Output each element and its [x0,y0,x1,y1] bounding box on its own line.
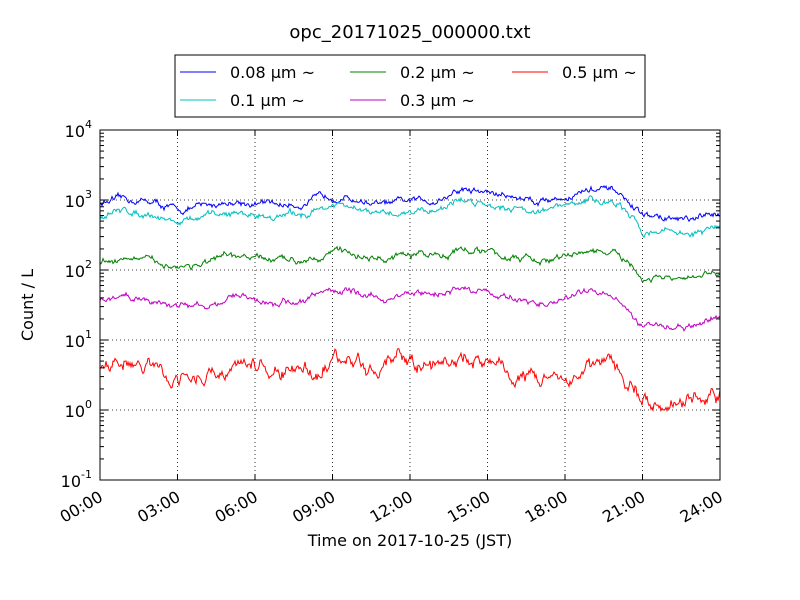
series-line [99,348,721,413]
y-axis-label: Count / L [18,269,37,341]
grid [100,130,720,480]
series-line [99,245,721,284]
y-tick-label: 102 [65,258,92,281]
series-line [99,195,721,239]
series-line [99,285,721,332]
y-tick-label: 101 [65,328,92,351]
legend-box [174,54,646,118]
chart-title: opc_20171025_000000.txt [289,22,530,43]
x-axis-label: Time on 2017-10-25 (JST) [307,531,512,550]
y-tick-label: 100 [65,398,92,421]
legend-label: 0.1 μm ~ [230,91,305,110]
series-line [99,184,721,223]
legend-label: 0.2 μm ~ [400,63,475,82]
series-lines [99,184,721,413]
y-tick-labels: 10-1 100 101 102 103 104 [61,118,92,491]
legend-label: 0.08 μm ~ [230,63,315,82]
y-tick-label: 103 [65,188,92,211]
legend-label: 0.3 μm ~ [400,91,475,110]
legend-label: 0.5 μm ~ [562,63,637,82]
y-tick-label: 10-1 [61,468,92,491]
legend: 0.08 μm ~ 0.1 μm ~ 0.2 μm ~ 0.3 μm ~ 0.5 μm … [174,54,646,118]
y-tick-label: 104 [65,118,92,141]
axis-ticks [99,129,721,481]
